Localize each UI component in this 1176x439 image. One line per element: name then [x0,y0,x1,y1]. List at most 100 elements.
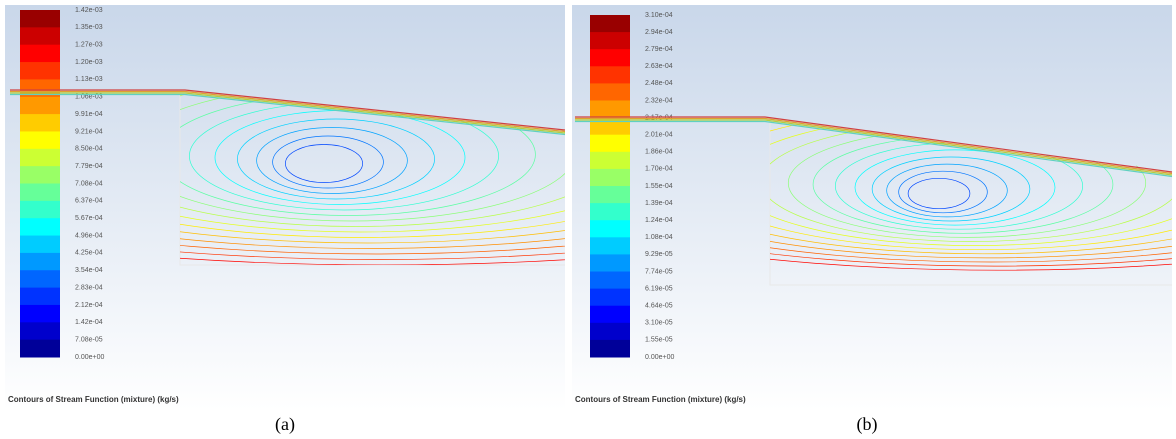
free-surface [10,90,566,133]
colorbar-label: 1.70e-04 [645,166,673,173]
colorbar-band [590,151,630,170]
colorbar-label: 0.00e+00 [645,354,674,361]
streamline [854,149,1056,226]
subfigure-label: (b) [857,414,878,435]
colorbar-label: 1.06e-03 [75,94,103,101]
free-surface [10,89,566,131]
colorbar-label: 1.08e-04 [645,234,673,241]
colorbar-band [20,304,60,323]
colorbar-label: 1.55e-04 [645,183,673,190]
panel-background [572,5,1172,410]
colorbar-label: 2.48e-04 [645,80,673,87]
streamline [770,122,1172,246]
streamline [180,95,565,255]
streamline [237,118,435,200]
streamline [180,95,565,249]
colorbar-label: 1.42e-04 [75,319,103,326]
free-surface [575,116,1173,173]
streamline [272,135,384,189]
colorbar-label: 7.74e-05 [645,268,673,275]
streamline [770,122,1172,251]
colorbar-label: 9.29e-05 [645,251,673,258]
colorbar-label: 4.64e-05 [645,303,673,310]
colorbar-band [590,83,630,101]
colorbar-label: 1.20e-03 [75,59,103,66]
colorbar-label: 7.08e-04 [75,180,103,187]
colorbar-band [590,66,630,84]
colorbar-label: 3.10e-05 [645,320,673,327]
colorbar-label: 6.37e-04 [75,198,103,205]
colorbar-label: 3.10e-04 [645,12,673,19]
streamline [180,95,565,244]
streamline [180,95,565,227]
streamline [886,163,1008,218]
colorbar-label: 2.01e-04 [645,132,673,139]
colorbar-label: 2.12e-04 [75,302,103,309]
colorbar-label: 4.25e-04 [75,250,103,257]
streamline [180,95,565,222]
colorbar-label: 5.67e-04 [75,215,103,222]
colorbar-band [590,168,630,187]
colorbar-label: 2.79e-04 [645,46,673,53]
colorbar-band [20,252,60,271]
free-surface [10,92,566,134]
colorbar-band [590,134,630,153]
colorbar-band [20,96,60,115]
streamline [907,177,971,210]
colorbar-band [20,200,60,219]
streamline [770,122,1172,242]
colorbar-label: 1.55e-05 [645,337,673,344]
caption: Contours of Stream Function (mixture) (k… [8,395,179,404]
streamline [180,95,565,233]
colorbar-label: 8.50e-04 [75,146,103,153]
caption: Contours of Stream Function (mixture) (k… [575,395,746,404]
colorbar-label: 7.08e-05 [75,336,103,343]
streamline [871,156,1031,222]
colorbar-band [20,218,60,237]
streamline [180,95,565,238]
streamline [180,95,565,260]
colorbar-label: 9.21e-04 [75,128,103,135]
region-outline [179,95,565,266]
free-surface [10,93,566,136]
colorbar-band [590,271,630,290]
colorbar-label: 1.27e-03 [75,42,103,49]
streamline [770,122,1172,271]
streamline [285,144,363,183]
colorbar-band [590,15,630,33]
colorbar-band [590,322,630,341]
colorbar-label: 1.35e-03 [75,24,103,31]
panel-background [5,5,565,410]
colorbar-band [590,339,630,358]
colorbar-band [590,32,630,50]
colorbar-band [20,62,60,80]
colorbar-band [20,166,60,184]
colorbar-band [20,183,60,202]
free-surface [575,117,1173,175]
colorbar-label: 2.63e-04 [645,63,673,70]
colorbar-label: 2.83e-04 [75,284,103,291]
streamline [256,127,408,194]
colorbar-label: 1.13e-03 [75,76,103,83]
colorbar-band [20,287,60,306]
colorbar-band [590,186,630,204]
colorbar-band [590,254,630,272]
streamlines [770,122,1172,271]
subfigure-label: (a) [275,414,295,435]
streamline [770,122,1172,267]
streamline [180,95,536,216]
colorbar-band [590,100,630,119]
colorbar-label: 2.32e-04 [645,97,673,104]
colorbar-band [20,339,60,358]
free-surface [575,120,1173,178]
colorbar-label: 9.91e-04 [75,111,103,118]
colorbar-label: 2.94e-04 [645,29,673,36]
colorbar-band [20,270,60,289]
colorbar-band [590,220,630,238]
free-surface [575,119,1173,176]
colorbar-band [20,10,60,28]
streamline [770,122,1172,263]
colorbar-band [590,237,630,255]
